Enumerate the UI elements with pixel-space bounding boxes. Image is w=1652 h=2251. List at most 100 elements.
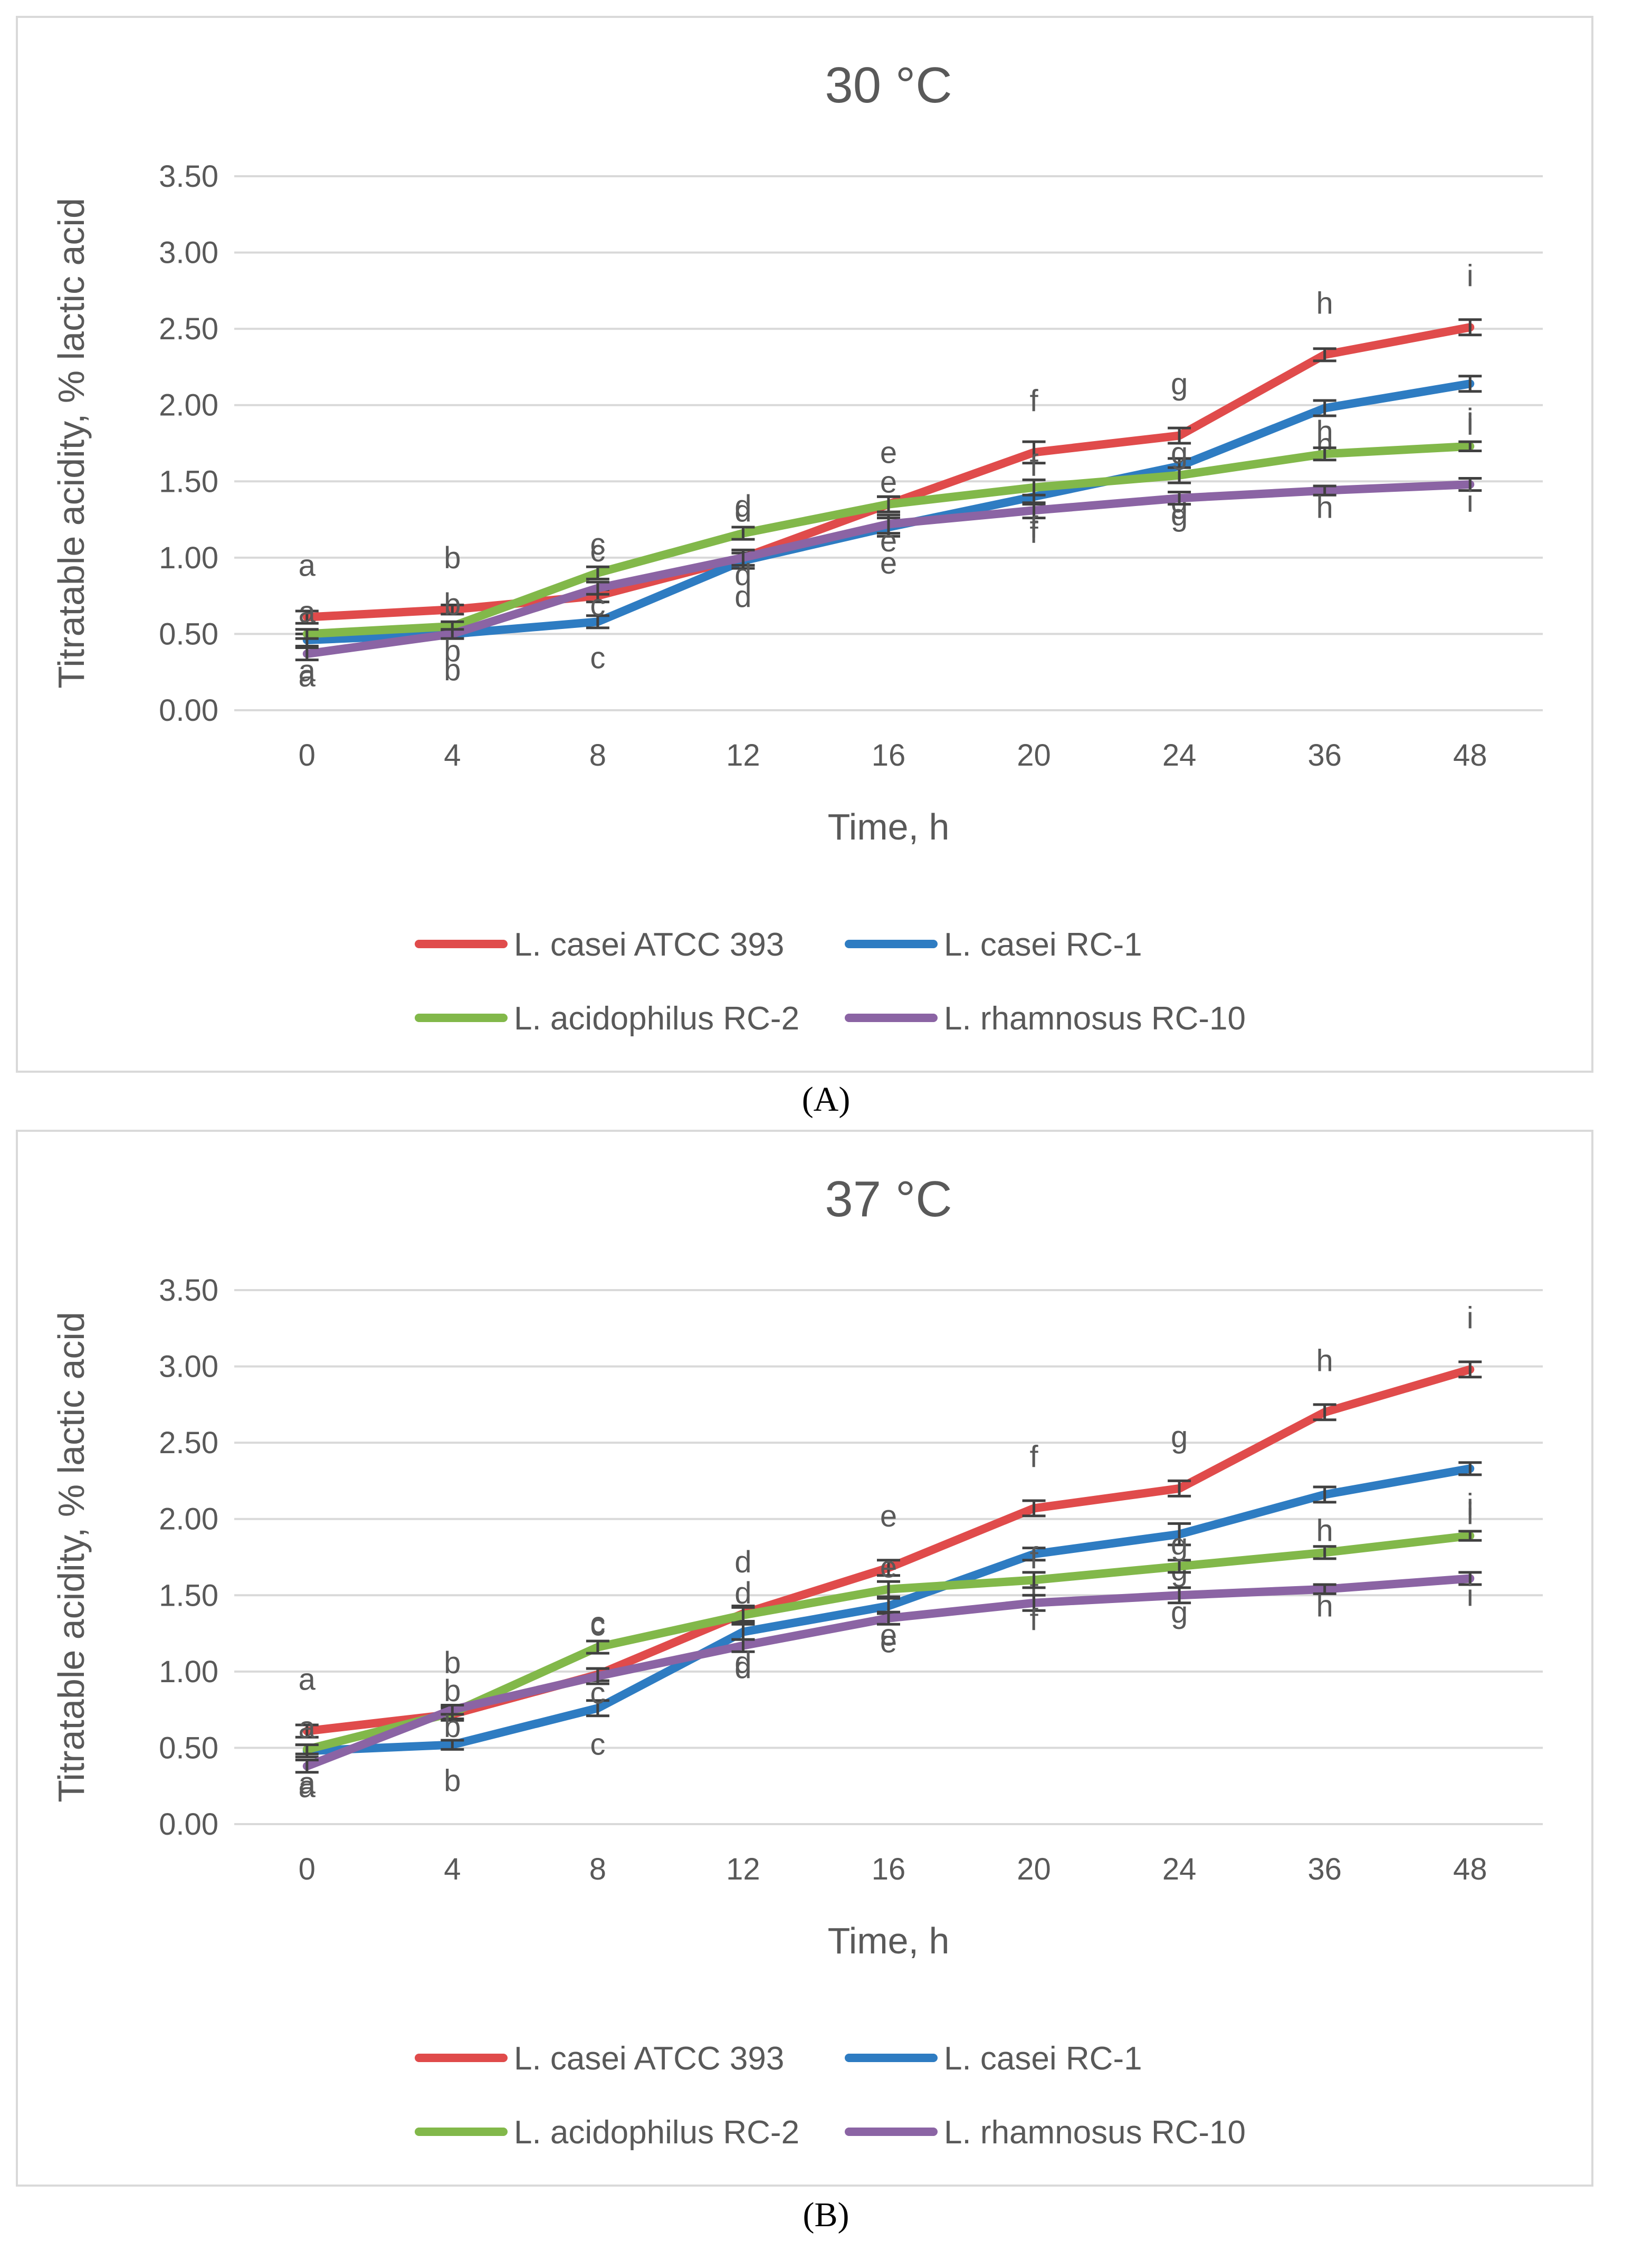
significance-letter: i (1467, 1497, 1474, 1531)
significance-letter: f (1029, 449, 1038, 483)
x-tick-label: 36 (1307, 738, 1342, 772)
chart-panel-b: 37 °C 0.00 0.50 1.00 1.50 2.00 2.50 3.00 3.50 0 4 8… (16, 1130, 1593, 2187)
significance-letter: g (1171, 367, 1188, 402)
x-axis-title: Time, h (828, 806, 950, 847)
significance-letter: e (880, 436, 897, 470)
caption-b: (B) (803, 2196, 849, 2234)
significance-letter: c (590, 534, 605, 568)
y-tick-label: 0.00 (159, 693, 218, 728)
significance-letter: f (1029, 510, 1038, 545)
significance-letter: f (1029, 1541, 1038, 1575)
significance-letter: d (734, 494, 751, 529)
y-tick-label: 3.50 (159, 1273, 218, 1308)
legend-label-2: L. acidophilus RC-2 (514, 2114, 799, 2151)
significance-letter: f (1029, 1439, 1038, 1474)
x-tick-label: 36 (1307, 1852, 1342, 1886)
x-tick-label: 20 (1017, 738, 1051, 772)
x-tick-label: 16 (872, 738, 906, 772)
significance-letter: g (1171, 436, 1188, 471)
significance-letter: d (734, 1545, 751, 1579)
y-axis-title: Titratable acidity, % lactic acid (51, 1312, 92, 1802)
significance-letter: c (590, 641, 605, 675)
legend-label-2: L. acidophilus RC-2 (514, 1000, 799, 1037)
chart-title: 37 °C (825, 1171, 952, 1227)
y-tick-label: 3.50 (159, 159, 218, 194)
significance-letter: h (1316, 1513, 1333, 1548)
chart-a-svg: 30 °C0.000.501.001.502.002.503.003.500 4 8… (51, 57, 1543, 1037)
x-tick-label: 4 (444, 738, 461, 772)
y-tick-label: 0.00 (159, 1807, 218, 1842)
x-tick-label: 0 (299, 738, 316, 772)
y-tick-label: 0.50 (159, 617, 218, 651)
significance-letter: f (1029, 384, 1038, 418)
significance-letter: d (734, 1646, 751, 1680)
significance-letter: a (299, 659, 316, 693)
significance-letter: h (1316, 415, 1333, 449)
significance-letter: b (444, 1710, 461, 1744)
significance-letter: b (444, 1674, 461, 1708)
significance-letter: h (1316, 491, 1333, 525)
significance-letter: h (1316, 1343, 1333, 1378)
significance-letter: i (1467, 403, 1474, 437)
x-tick-label: 48 (1453, 738, 1487, 772)
chart-panel-a: 30 °C 0.00 0.50 1.00 1.50 2.00 2.50 3.00 3.50 0 4 8… (16, 16, 1593, 1073)
y-tick-label: 2.00 (159, 1502, 218, 1537)
significance-letter: a (299, 1710, 316, 1744)
significance-letter: e (880, 1550, 897, 1585)
x-tick-label: 4 (444, 1852, 461, 1886)
legend-label-1: L. casei RC-1 (944, 2040, 1142, 2077)
y-axis-title: Titratable acidity, % lactic acid (51, 198, 92, 689)
significance-letter: a (299, 1663, 316, 1697)
y-tick-label: 2.00 (159, 388, 218, 423)
significance-letter: c (590, 1608, 605, 1643)
significance-letter: e (880, 1618, 897, 1653)
significance-letter: h (1316, 1589, 1333, 1624)
x-tick-label: 24 (1162, 1852, 1197, 1886)
significance-letter: a (299, 595, 316, 629)
y-tick-label: 3.00 (159, 1350, 218, 1384)
x-tick-label: 8 (589, 1852, 606, 1886)
significance-letter: i (1467, 1578, 1474, 1613)
significance-letter: e (880, 465, 897, 500)
y-tick-label: 2.50 (159, 312, 218, 346)
x-tick-label: 12 (726, 1852, 760, 1886)
x-tick-label: 8 (589, 738, 606, 772)
significance-letter: a (299, 1766, 316, 1800)
significance-letter: i (1467, 1301, 1474, 1335)
significance-letter: d (734, 1576, 751, 1610)
legend-label-1: L. casei RC-1 (944, 927, 1142, 963)
legend-label-0: L. casei ATCC 393 (514, 2040, 784, 2077)
chart-b-svg: 37 °C0.000.501.001.502.002.503.003.500 4 8… (51, 1171, 1543, 2151)
significance-letter: b (444, 1764, 461, 1798)
significance-letter: g (1171, 1595, 1188, 1629)
significance-letter: i (1467, 259, 1474, 293)
y-tick-label: 1.00 (159, 1655, 218, 1689)
significance-letter: c (590, 588, 605, 623)
significance-letter: h (1316, 286, 1333, 320)
y-tick-label: 1.50 (159, 464, 218, 499)
x-tick-label: 20 (1017, 1852, 1051, 1886)
chart-title: 30 °C (825, 57, 952, 113)
significance-letter: d (734, 558, 751, 592)
significance-letter: b (444, 1646, 461, 1680)
significance-letter: c (590, 1606, 605, 1640)
significance-letter: i (1467, 484, 1474, 519)
significance-letter: i (1467, 407, 1474, 442)
x-tick-label: 48 (1453, 1852, 1487, 1886)
significance-letter: g (1171, 1420, 1188, 1454)
significance-letter: e (880, 1625, 897, 1659)
significance-letter: b (444, 634, 461, 668)
y-tick-label: 0.50 (159, 1731, 218, 1765)
significance-letter: b (444, 653, 461, 687)
y-tick-label: 2.50 (159, 1426, 218, 1460)
significance-letter: b (444, 587, 461, 622)
significance-letter: a (299, 1770, 316, 1804)
significance-letter: c (590, 1676, 605, 1711)
significance-letter: h (1316, 1513, 1333, 1548)
significance-letter: a (299, 549, 316, 583)
y-tick-label: 3.00 (159, 236, 218, 270)
significance-letter: c (590, 527, 605, 561)
legend-label-3: L. rhamnosus RC-10 (944, 1000, 1246, 1037)
x-tick-label: 12 (726, 738, 760, 772)
significance-letter: f (1029, 1603, 1038, 1637)
